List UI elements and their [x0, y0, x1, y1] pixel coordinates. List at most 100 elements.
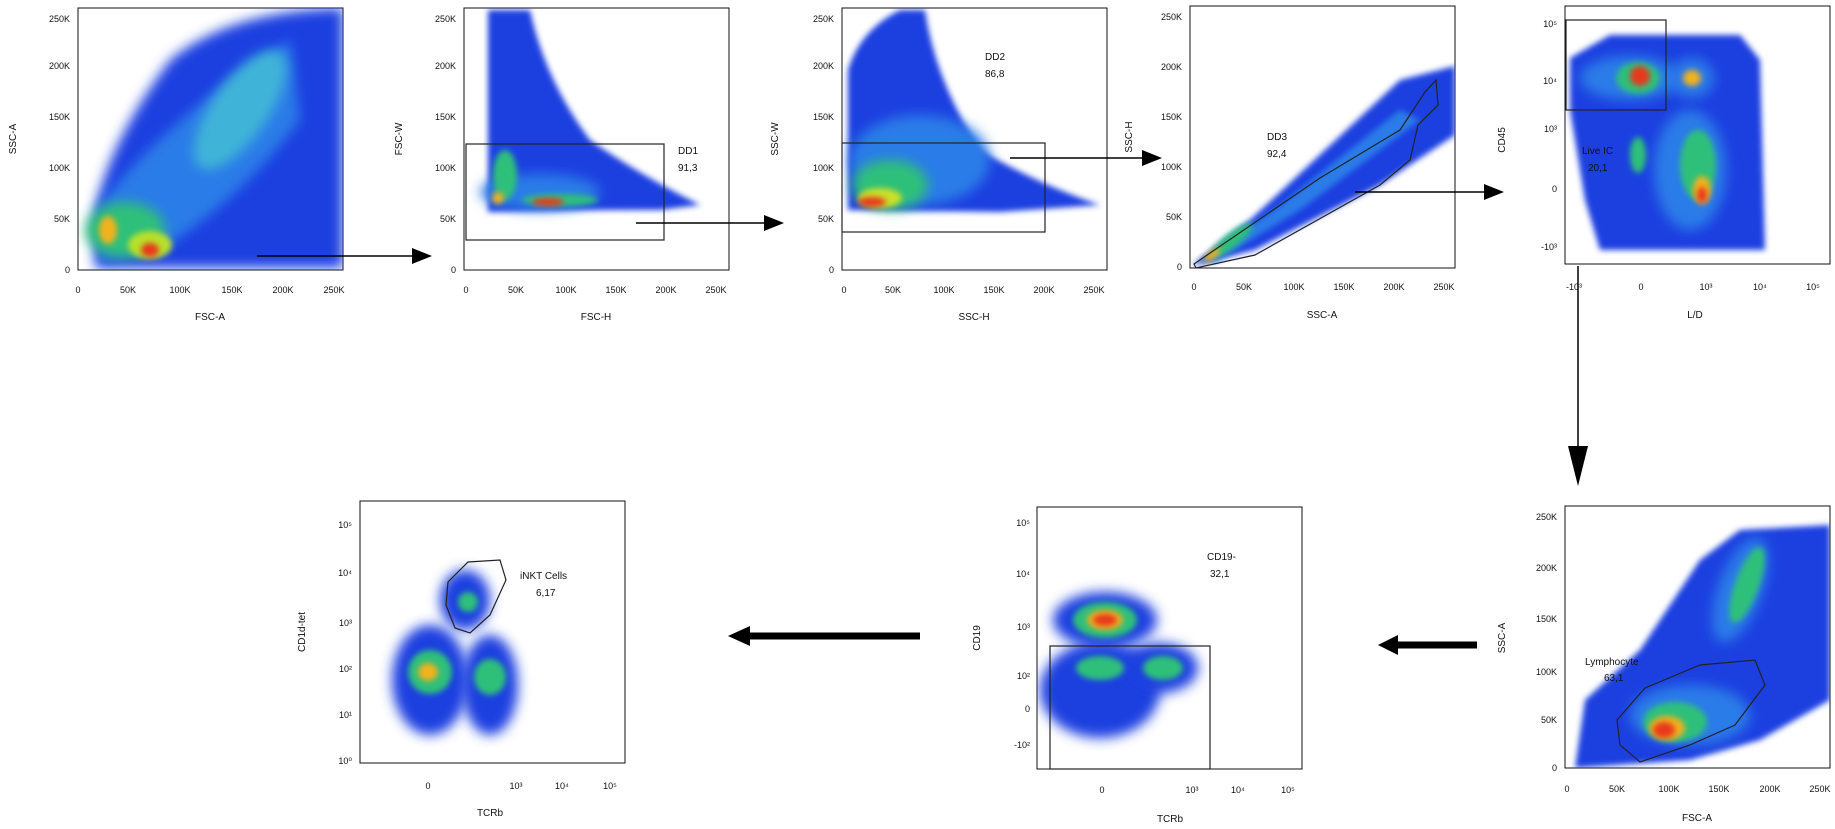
gate-dd3[interactable]	[1193, 78, 1439, 269]
x-tick-labels: 0 50K 100K 150K 200K 250K	[75, 285, 344, 295]
y-tick: -10²	[1014, 740, 1030, 750]
gate-live-ic[interactable]	[1565, 19, 1667, 111]
x-tick: 50K	[1609, 784, 1625, 794]
y-tick: 100K	[49, 163, 70, 173]
y-tick: 100K	[813, 163, 834, 173]
y-tick: 50K	[440, 214, 456, 224]
gate-dd1[interactable]	[465, 143, 665, 241]
x-tick: 250K	[323, 285, 344, 295]
x-tick: 150K	[983, 285, 1004, 295]
y-tick: 200K	[435, 61, 456, 71]
x-tick: 0	[1099, 785, 1104, 795]
y-tick: 100K	[1536, 667, 1557, 677]
y-tick: 10⁵	[1016, 518, 1030, 528]
panel-ssca-ssch: DD3 92,4 0 50K 100K 150K 200K 250K 0 50K…	[1124, 5, 1504, 321]
x-tick: 200K	[272, 285, 293, 295]
x-tick: 100K	[169, 285, 190, 295]
y-tick: 10⁴	[1016, 569, 1030, 579]
x-tick: 150K	[1708, 784, 1729, 794]
y-tick: 150K	[435, 112, 456, 122]
y-tick: 0	[1177, 262, 1182, 272]
y-tick: 10²	[339, 664, 352, 674]
x-tick: 10³	[1699, 282, 1712, 292]
density-cloud	[1570, 35, 1765, 250]
y-tick: 0	[1552, 184, 1557, 194]
gate-cd19-neg[interactable]	[1049, 645, 1211, 770]
y-tick-labels: 0 50K 100K 150K 200K 250K	[1161, 12, 1182, 272]
y-tick: 0	[65, 265, 70, 275]
panel-ld-cd45: Live IC 20,1 -10³ 0 10³ 10⁴ 10⁵ -10³ 0 1…	[1497, 5, 1831, 486]
x-tick: 200K	[655, 285, 676, 295]
x-axis-label: SSC-H	[958, 312, 989, 323]
y-tick: 50K	[1541, 715, 1557, 725]
y-tick-labels: 0 50K 100K 150K 200K 250K	[435, 14, 456, 275]
panel-fsch-fscw: DD1 91,3 0 50K 100K 150K 200K 250K 0 50K…	[394, 7, 784, 323]
density-cloud	[392, 570, 518, 735]
y-tick: 150K	[49, 112, 70, 122]
gate-value: 91,3	[678, 163, 698, 174]
x-tick: 100K	[933, 285, 954, 295]
gate-name: DD2	[985, 52, 1005, 63]
x-tick: 150K	[605, 285, 626, 295]
gate-inkt-cells[interactable]	[445, 559, 507, 634]
x-axis-label: TCRb	[1157, 814, 1184, 825]
x-tick: 250K	[1433, 282, 1454, 292]
gate-name: Lymphocyte	[1585, 657, 1639, 668]
y-tick: 250K	[1161, 12, 1182, 22]
arrow-head	[1484, 184, 1504, 200]
x-tick: 0	[75, 285, 80, 295]
y-tick: 10⁵	[338, 520, 352, 530]
y-tick: -10³	[1541, 242, 1557, 252]
y-axis-label: SSC-H	[1124, 121, 1135, 152]
y-tick: 10⁴	[338, 568, 352, 578]
panel-lymphocyte: Lymphocyte 63,1 0 50K 100K 150K 200K 250…	[1378, 505, 1831, 824]
y-tick: 200K	[1536, 563, 1557, 573]
density-cloud	[1575, 525, 1830, 768]
y-tick-labels: 0 50K 100K 150K 200K 250K	[49, 14, 70, 275]
y-tick: 10⁴	[1543, 76, 1557, 86]
x-axis-label: FSC-A	[195, 312, 225, 323]
panel-tcrb-cd19: CD19- 32,1 -10² 0 10² 10³ 10⁴ 10⁵ 0 10³ …	[728, 506, 1303, 825]
x-tick: 50K	[1236, 282, 1252, 292]
arrow-head	[1142, 150, 1162, 166]
y-tick: 50K	[1166, 212, 1182, 222]
density-cloud	[1040, 592, 1198, 738]
y-axis-label: CD45	[1497, 127, 1508, 153]
x-tick: 50K	[120, 285, 136, 295]
y-tick: 10³	[1544, 124, 1557, 134]
x-tick-labels: -10³ 0 10³ 10⁴ 10⁵	[1566, 282, 1820, 292]
gate-value: 6,17	[536, 588, 556, 599]
gate-dd2[interactable]	[841, 142, 1046, 233]
y-tick-labels: -10³ 0 10³ 10⁴ 10⁵	[1541, 19, 1557, 252]
x-axis-label: TCRb	[477, 808, 504, 819]
x-tick: 10⁴	[1753, 282, 1767, 292]
x-tick: 50K	[508, 285, 524, 295]
density-cloud	[85, 8, 343, 268]
x-tick-labels: 0 50K 100K 150K 200K 250K	[1564, 784, 1830, 794]
gate-value: 20,1	[1588, 163, 1608, 174]
y-tick: 10³	[1017, 622, 1030, 632]
x-tick: 150K	[221, 285, 242, 295]
y-tick-labels: 0 50K 100K 150K 200K 250K	[1536, 512, 1557, 773]
x-tick: 10³	[509, 781, 522, 791]
x-tick-labels: 0 50K 100K 150K 200K 250K	[1191, 282, 1454, 292]
x-tick-labels: 0 50K 100K 150K 200K 250K	[463, 285, 726, 295]
gate-value: 86,8	[985, 69, 1005, 80]
x-tick: 100K	[1283, 282, 1304, 292]
gate-lymphocyte[interactable]	[1616, 659, 1766, 763]
arrow-head	[1568, 446, 1588, 486]
y-tick: 250K	[1536, 512, 1557, 522]
y-tick: 0	[829, 265, 834, 275]
panel-ssch-sscw: DD2 86,8 0 50K 100K 150K 200K 250K 0 50K…	[770, 7, 1162, 323]
x-tick-labels: 0 10³ 10⁴ 10⁵	[1099, 785, 1295, 795]
x-axis-label: SSC-A	[1307, 310, 1338, 321]
y-tick-labels: 10⁰ 10¹ 10² 10³ 10⁴ 10⁵	[338, 520, 352, 766]
x-tick: 200K	[1383, 282, 1404, 292]
panel-fsca-ssca: 0 50K 100K 150K 200K 250K 0 50K 100K 150…	[8, 7, 432, 323]
y-axis-label: SSC-W	[770, 122, 781, 156]
y-axis-label: CD1d-tet	[297, 612, 308, 652]
y-tick: 10⁵	[1543, 19, 1557, 29]
y-tick: 200K	[49, 61, 70, 71]
y-tick: 150K	[1161, 112, 1182, 122]
